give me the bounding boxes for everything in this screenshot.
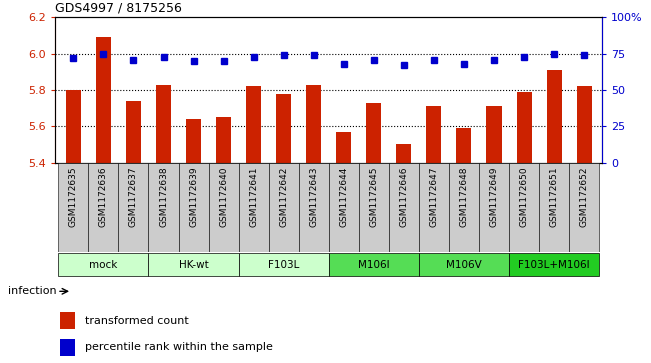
Bar	[126, 101, 141, 363]
Bar	[66, 90, 81, 363]
Text: mock: mock	[89, 260, 118, 270]
Bar	[396, 144, 411, 363]
Bar	[456, 128, 471, 363]
Text: GSM1172652: GSM1172652	[579, 166, 589, 227]
Text: GSM1172640: GSM1172640	[219, 166, 228, 227]
Bar	[449, 163, 479, 252]
Text: GSM1172639: GSM1172639	[189, 166, 198, 227]
Bar	[539, 163, 569, 252]
Bar	[89, 163, 118, 252]
Text: GSM1172637: GSM1172637	[129, 166, 138, 227]
Text: GSM1172642: GSM1172642	[279, 166, 288, 227]
Bar	[306, 85, 321, 363]
Text: GSM1172651: GSM1172651	[549, 166, 559, 227]
Text: GSM1172644: GSM1172644	[339, 166, 348, 227]
Bar	[486, 106, 501, 363]
Text: M106I: M106I	[358, 260, 390, 270]
Bar	[156, 85, 171, 363]
Text: transformed count: transformed count	[85, 315, 189, 326]
Bar	[216, 117, 231, 363]
Text: GSM1172650: GSM1172650	[519, 166, 529, 227]
Text: GSM1172648: GSM1172648	[460, 166, 469, 227]
Text: M106V: M106V	[446, 260, 482, 270]
Bar	[419, 163, 449, 252]
Bar	[367, 103, 381, 363]
Bar	[239, 163, 269, 252]
Bar	[337, 132, 352, 363]
Text: infection: infection	[8, 286, 57, 296]
Bar	[577, 86, 592, 363]
Bar	[329, 253, 419, 276]
Bar	[60, 339, 75, 356]
Text: GDS4997 / 8175256: GDS4997 / 8175256	[55, 2, 182, 15]
Bar	[547, 70, 562, 363]
Bar	[509, 163, 539, 252]
Bar	[239, 253, 329, 276]
Bar	[479, 163, 509, 252]
Bar	[148, 163, 178, 252]
Text: GSM1172647: GSM1172647	[430, 166, 438, 227]
Bar	[516, 92, 532, 363]
Text: GSM1172643: GSM1172643	[309, 166, 318, 227]
Bar	[269, 163, 299, 252]
Bar	[276, 94, 291, 363]
Text: GSM1172646: GSM1172646	[399, 166, 408, 227]
Bar	[59, 253, 148, 276]
Text: GSM1172649: GSM1172649	[490, 166, 499, 227]
Bar	[186, 119, 201, 363]
Bar	[329, 163, 359, 252]
Bar	[60, 312, 75, 329]
Text: GSM1172638: GSM1172638	[159, 166, 168, 227]
Bar	[509, 253, 599, 276]
Text: HK-wt: HK-wt	[178, 260, 208, 270]
Bar	[118, 163, 148, 252]
Bar	[246, 86, 261, 363]
Bar	[59, 163, 89, 252]
Bar	[178, 163, 208, 252]
Text: GSM1172636: GSM1172636	[99, 166, 108, 227]
Bar	[419, 253, 509, 276]
Bar	[208, 163, 239, 252]
Bar	[96, 37, 111, 363]
Bar	[299, 163, 329, 252]
Bar	[148, 253, 239, 276]
Text: GSM1172635: GSM1172635	[69, 166, 78, 227]
Bar	[359, 163, 389, 252]
Text: GSM1172645: GSM1172645	[369, 166, 378, 227]
Bar	[389, 163, 419, 252]
Text: F103L: F103L	[268, 260, 299, 270]
Bar	[569, 163, 599, 252]
Bar	[426, 106, 441, 363]
Text: GSM1172641: GSM1172641	[249, 166, 258, 227]
Text: F103L+M106I: F103L+M106I	[518, 260, 590, 270]
Text: percentile rank within the sample: percentile rank within the sample	[85, 342, 273, 352]
